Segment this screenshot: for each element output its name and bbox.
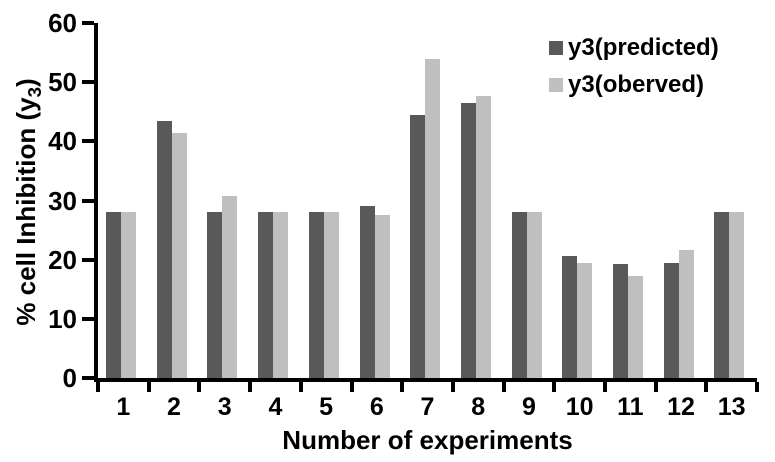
legend-item-observed: y3(oberved) — [549, 73, 719, 97]
y-axis-tick-label-50: 50 — [48, 67, 77, 98]
bar-exp5-predicted — [308, 212, 324, 378]
x-axis-tick-label-8: 8 — [471, 393, 486, 421]
x-axis-tick-11 — [653, 382, 658, 392]
x-axis-tick-3 — [248, 382, 253, 392]
y-axis-tick-60 — [82, 21, 94, 25]
bar-exp8-predicted — [460, 102, 476, 378]
bar-exp13-observed — [729, 212, 745, 378]
bar-exp4-predicted — [258, 212, 274, 378]
bar-exp2-predicted — [156, 120, 172, 378]
y-axis-tick-label-30: 30 — [48, 185, 77, 216]
y-axis-title: % cell Inhibition (y3) — [11, 78, 45, 326]
bar-exp2-observed — [171, 133, 187, 378]
x-axis-tick-label-3: 3 — [217, 393, 232, 421]
x-axis-tick-label-1: 1 — [116, 393, 131, 421]
x-axis-tick-8 — [501, 382, 506, 392]
bar-exp8-observed — [475, 96, 491, 378]
x-axis-tick-label-9: 9 — [521, 393, 536, 421]
x-axis-tick-label-5: 5 — [319, 393, 334, 421]
x-axis-title: Number of experiments — [282, 425, 573, 455]
x-axis-tick-label-2: 2 — [167, 393, 181, 421]
x-axis-tick-label-10: 10 — [565, 393, 594, 421]
x-axis-tick-12 — [704, 382, 709, 392]
x-axis-tick-4 — [298, 382, 303, 392]
bar-exp7-predicted — [410, 114, 426, 378]
bar-exp3-observed — [222, 196, 238, 378]
legend-item-predicted: y3(predicted) — [549, 36, 719, 60]
y-axis-tick-40 — [82, 139, 94, 144]
x-axis-tick-5 — [349, 382, 354, 392]
bar-exp9-predicted — [511, 212, 527, 378]
x-axis-tick-label-13: 13 — [717, 393, 746, 421]
x-axis-tick-13 — [755, 382, 759, 392]
bar-exp12-predicted — [663, 262, 679, 378]
legend-label-observed: y3(oberved) — [568, 71, 705, 98]
bar-exp6-predicted — [359, 206, 375, 378]
y-axis-tick-50 — [82, 80, 94, 85]
x-axis-tick-0 — [96, 382, 100, 392]
x-axis-tick-label-4: 4 — [268, 393, 283, 421]
x-axis-tick-label-6: 6 — [369, 393, 384, 421]
x-axis-tick-1 — [146, 382, 151, 392]
y-axis-tick-20 — [82, 257, 94, 262]
legend-swatch-predicted — [549, 41, 563, 55]
y-axis-tick-label-20: 20 — [48, 244, 77, 275]
x-axis-tick-10 — [602, 382, 607, 392]
bar-exp5-observed — [323, 212, 339, 378]
bar-exp1-predicted — [106, 212, 121, 378]
y-axis-title-text: % cell Inhibition (y — [11, 97, 41, 326]
y-axis-title-close: ) — [11, 78, 41, 88]
bar-exp11-observed — [627, 275, 643, 378]
y-axis-tick-label-0: 0 — [62, 363, 77, 393]
bar-exp3-predicted — [207, 212, 223, 378]
x-axis-tick-label-11: 11 — [617, 393, 644, 421]
bar-exp10-predicted — [562, 255, 578, 378]
legend-label-predicted: y3(predicted) — [568, 34, 719, 61]
x-axis-tick-7 — [450, 382, 455, 392]
bar-exp12-observed — [678, 250, 694, 378]
x-axis-tick-label-12: 12 — [667, 393, 695, 421]
plot-area: Number of experiments 0 10 20 30 40 50 60 1 2 3 4 5… — [48, 10, 759, 453]
y-axis-tick-label-10: 10 — [48, 303, 77, 334]
bar-exp7-observed — [425, 58, 441, 378]
y-axis-title-subscript: 3 — [24, 87, 46, 98]
legend-swatch-observed — [549, 78, 563, 92]
y-axis-tick-label-60: 60 — [48, 8, 77, 38]
legend: y3(predicted) y3(oberved) — [549, 36, 719, 110]
bar-exp10-observed — [577, 263, 593, 378]
y-axis-tick-label-40: 40 — [48, 126, 77, 157]
x-axis-tick-2 — [197, 382, 202, 392]
bar-exp13-predicted — [714, 212, 730, 378]
y-axis-tick-30 — [82, 198, 94, 203]
y-axis-tick-0 — [82, 376, 94, 380]
x-axis-tick-9 — [552, 382, 557, 392]
y-axis-tick-10 — [82, 316, 94, 321]
x-axis-tick-label-7: 7 — [420, 393, 435, 421]
bar-exp6-observed — [374, 214, 390, 378]
x-axis-tick-6 — [400, 382, 405, 392]
bar-exp11-predicted — [612, 263, 628, 378]
bar-exp1-observed — [121, 212, 136, 378]
bar-exp4-observed — [273, 212, 289, 378]
bar-exp9-observed — [526, 212, 542, 378]
